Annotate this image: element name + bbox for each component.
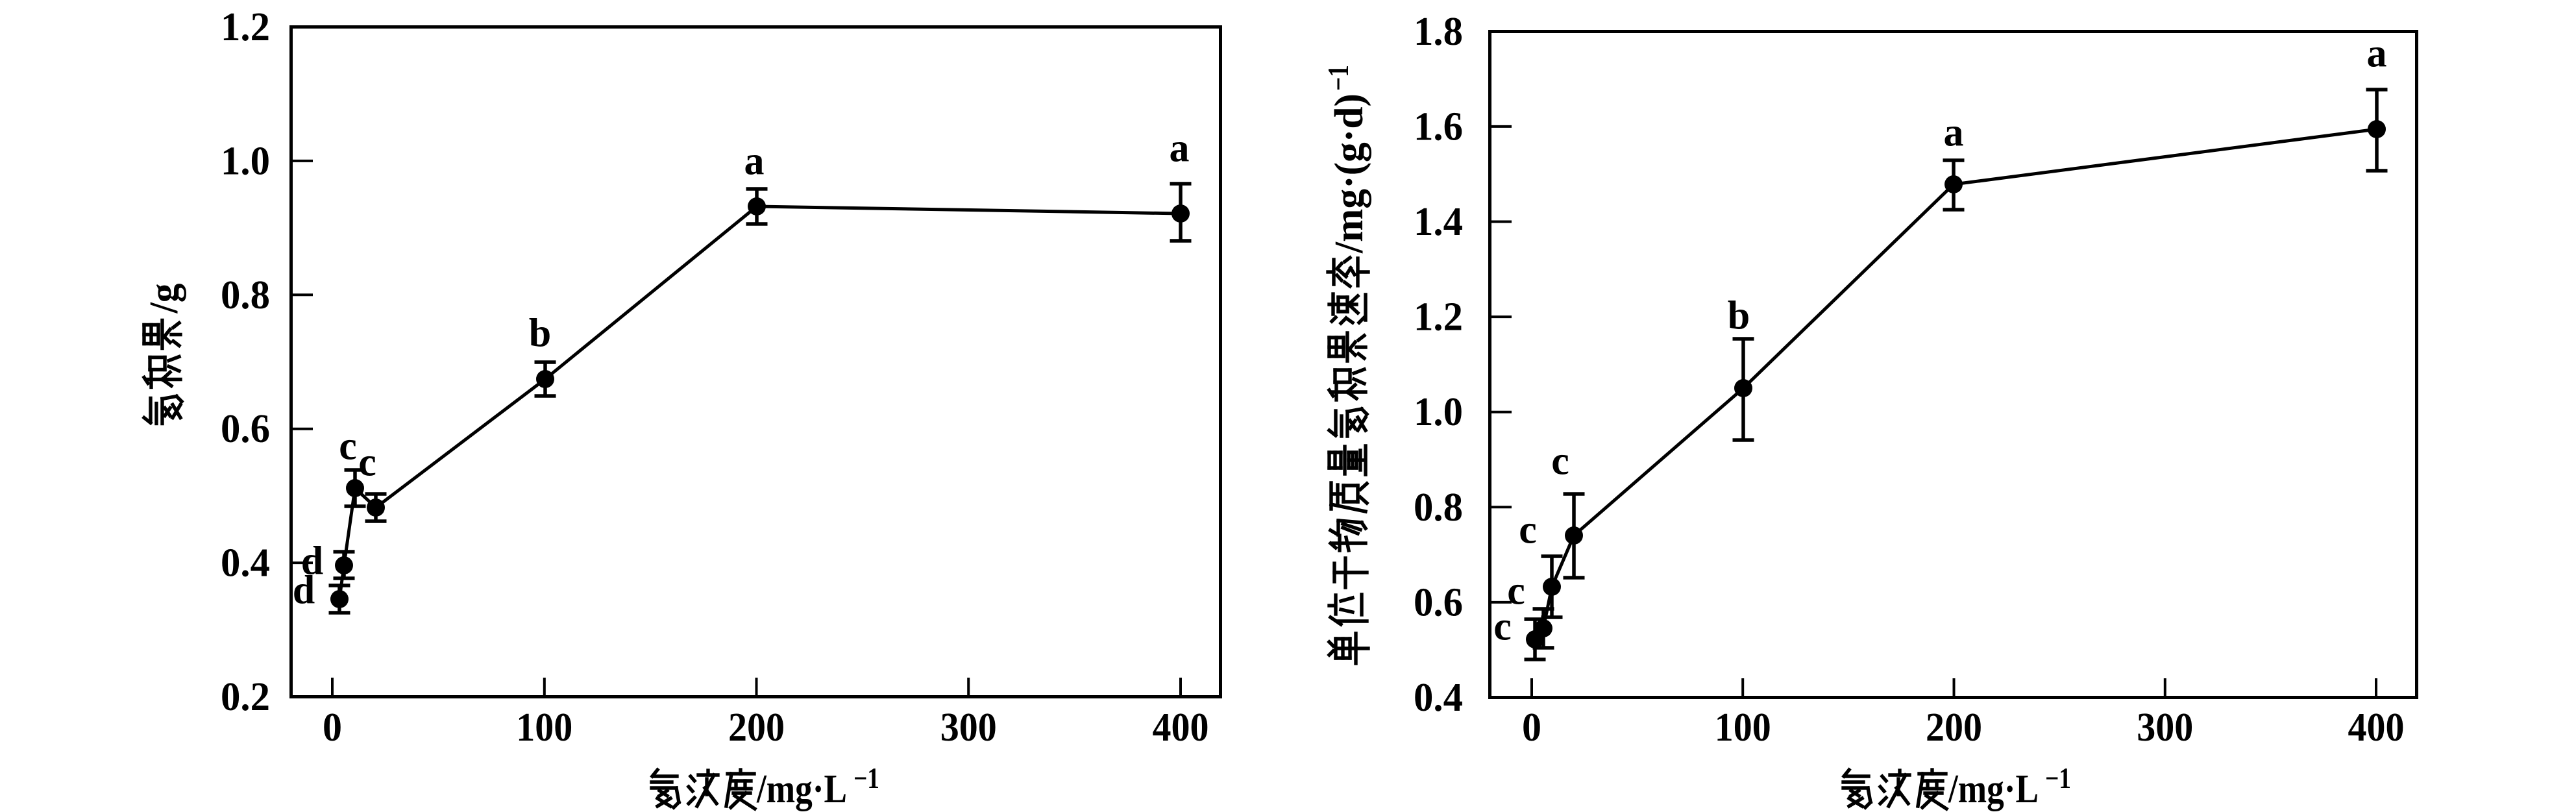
- svg-text:0.6: 0.6: [1414, 580, 1463, 624]
- svg-text:0.8: 0.8: [1414, 486, 1463, 530]
- svg-text:200: 200: [728, 706, 785, 750]
- svg-text:300: 300: [940, 706, 997, 750]
- svg-text:c: c: [358, 441, 376, 485]
- svg-text:1.2: 1.2: [221, 5, 270, 49]
- svg-text:b: b: [1728, 294, 1750, 338]
- svg-text:0.8: 0.8: [221, 273, 270, 317]
- svg-text:0.4: 0.4: [221, 541, 270, 585]
- svg-text:a: a: [1170, 127, 1190, 171]
- svg-text:0.6: 0.6: [221, 407, 270, 451]
- svg-text:1.0: 1.0: [221, 139, 270, 183]
- svg-text:−1: −1: [1322, 65, 1355, 91]
- svg-text:400: 400: [2348, 706, 2405, 750]
- svg-text:100: 100: [516, 706, 572, 750]
- svg-text:−1: −1: [853, 762, 879, 794]
- svg-text:400: 400: [1153, 706, 1209, 750]
- svg-text:0: 0: [1522, 706, 1541, 750]
- svg-text:b: b: [529, 312, 551, 356]
- svg-text:−1: −1: [2045, 762, 2071, 794]
- svg-text:100: 100: [1715, 706, 1771, 750]
- svg-text:1.6: 1.6: [1414, 105, 1463, 149]
- svg-text:/mg·L: /mg·L: [756, 767, 847, 811]
- svg-text:c: c: [1493, 605, 1512, 649]
- svg-text:a: a: [744, 140, 765, 184]
- svg-text:/mg·L: /mg·L: [1948, 767, 2039, 811]
- svg-text:a: a: [1944, 111, 1964, 155]
- svg-text:200: 200: [1926, 706, 1982, 750]
- svg-text:c: c: [339, 424, 357, 469]
- svg-text:c: c: [1551, 439, 1569, 484]
- svg-text:1.4: 1.4: [1414, 200, 1463, 244]
- svg-text:d: d: [293, 569, 315, 613]
- svg-text:1.8: 1.8: [1414, 10, 1463, 54]
- svg-text:d: d: [301, 539, 323, 584]
- svg-text:1.2: 1.2: [1414, 295, 1463, 339]
- svg-text:c: c: [1519, 508, 1537, 552]
- svg-text:c: c: [1507, 569, 1525, 613]
- svg-text:300: 300: [2137, 706, 2193, 750]
- svg-text:0.2: 0.2: [221, 675, 270, 719]
- svg-text:/mg·(g·d): /mg·(g·d): [1327, 93, 1371, 254]
- svg-text:a: a: [2367, 32, 2387, 76]
- svg-text:0: 0: [323, 706, 342, 750]
- svg-text:1.0: 1.0: [1414, 390, 1463, 434]
- svg-text:/g: /g: [142, 284, 186, 314]
- svg-text:0.4: 0.4: [1414, 676, 1463, 720]
